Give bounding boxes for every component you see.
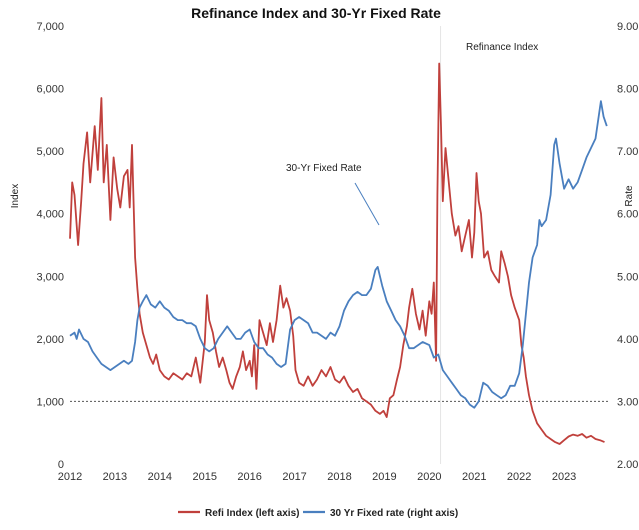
x-tick-label: 2015 — [193, 471, 217, 483]
y-left-tick-label: 3,000 — [36, 271, 64, 283]
y-left-tick-label: 2,000 — [36, 334, 64, 346]
y-right-tick-label: 5.00 — [617, 271, 638, 283]
y-right-tick-label: 7.00 — [617, 146, 638, 158]
y-left-tick-label: 7,000 — [36, 21, 64, 33]
y-left-tick-label: 1,000 — [36, 396, 64, 408]
annotation-pointer-line — [354, 182, 380, 226]
y-axis-left-label: Index — [10, 184, 21, 208]
y-left-tick-label: 6,000 — [36, 84, 64, 96]
annotation-30yr-fixed-rate: 30-Yr Fixed Rate — [286, 163, 362, 174]
chart-title: Refinance Index and 30-Yr Fixed Rate — [191, 5, 441, 21]
legend: Refi Index (left axis) 30 Yr Fixed rate … — [178, 508, 458, 519]
legend-label-refi-index: Refi Index (left axis) — [205, 508, 299, 519]
x-tick-label: 2020 — [417, 471, 441, 483]
y-left-tick-label: 5,000 — [36, 146, 64, 158]
y-right-tick-label: 8.00 — [617, 84, 638, 96]
annotation-refinance-index: Refinance Index — [466, 42, 538, 53]
y-left-tick-label: 4,000 — [36, 209, 64, 221]
y-right-tick-label: 9.00 — [617, 21, 638, 33]
x-tick-label: 2022 — [507, 471, 531, 483]
series-line-30yr-fixed-rate — [69, 100, 608, 409]
x-tick-label: 2017 — [282, 471, 306, 483]
x-tick-label: 2018 — [327, 471, 351, 483]
x-tick-label: 2021 — [462, 471, 486, 483]
x-tick-label: 2012 — [58, 471, 82, 483]
y-right-tick-label: 4.00 — [617, 334, 638, 346]
x-tick-label: 2019 — [372, 471, 396, 483]
x-tick-label: 2014 — [148, 471, 172, 483]
tick-layer: 2012 2013 2014 2015 2016 2017 2018 2019 2020 2021… — [36, 21, 638, 483]
y-right-tick-label: 2.00 — [617, 459, 638, 471]
y-left-tick-label: 0 — [58, 459, 64, 471]
y-right-tick-label: 3.00 — [617, 396, 638, 408]
legend-label-30yr-fixed-rate: 30 Yr Fixed rate (right axis) — [330, 508, 458, 519]
series-line-refi-index — [69, 62, 605, 445]
y-right-tick-label: 6.00 — [617, 209, 638, 221]
x-tick-label: 2013 — [103, 471, 127, 483]
y-axis-right-label: Rate — [624, 185, 635, 207]
x-tick-label: 2016 — [237, 471, 261, 483]
series-layer — [69, 62, 608, 445]
x-tick-label: 2023 — [552, 471, 576, 483]
